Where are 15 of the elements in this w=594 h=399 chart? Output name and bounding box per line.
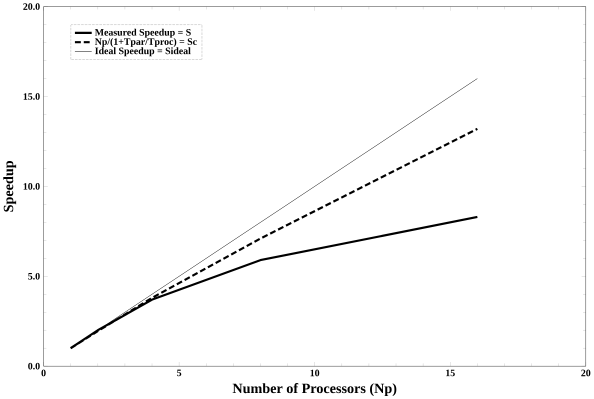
x-tick-label: 5 — [177, 369, 182, 376]
x-tick-label: 0 — [41, 370, 46, 376]
legend-label: Ideal Speedup = Sideal — [95, 47, 191, 56]
x-axis-title: Number of Processors (Np) — [232, 382, 396, 396]
y-tick-label: 5.0 — [28, 272, 40, 280]
x-tick-label: 10 — [310, 370, 320, 376]
y-tick-label: 10.0 — [24, 182, 40, 190]
legend-label: Np/(1+Tpar/Tproc) = Sc — [94, 38, 197, 47]
legend-label: Measured Speedup = S — [94, 28, 191, 38]
y-tick-label: 20.0 — [23, 3, 40, 10]
x-tick-label: 20 — [581, 370, 590, 376]
y-tick-label: 15.0 — [24, 93, 40, 100]
y-axis-title: Speedup — [3, 160, 16, 212]
x-tick-label: 15 — [446, 369, 455, 376]
y-tick-label: 0.0 — [28, 362, 40, 370]
